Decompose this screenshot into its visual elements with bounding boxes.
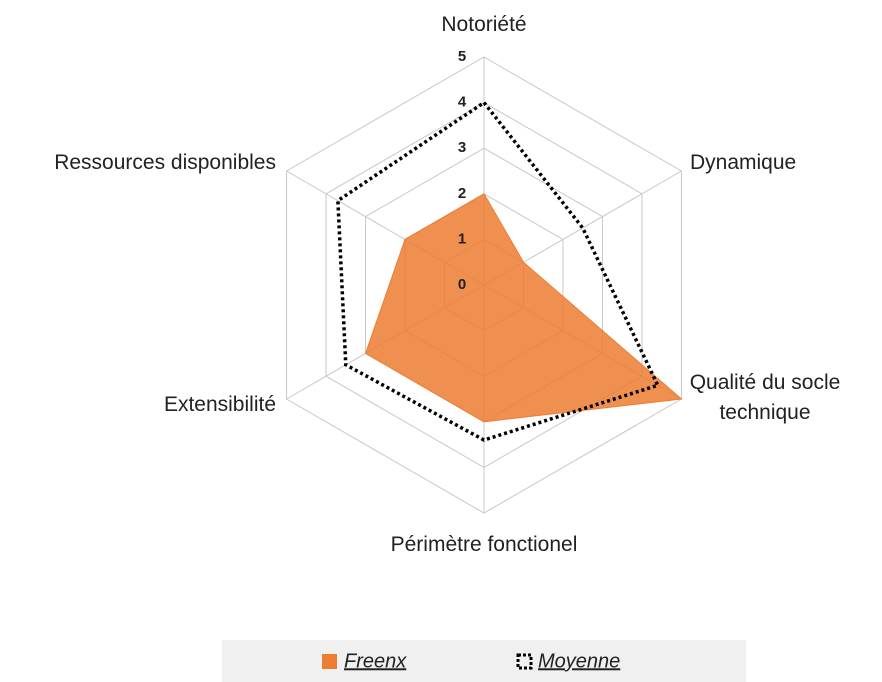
r-tick-label: 1 — [458, 230, 466, 247]
r-tick-label: 5 — [458, 48, 466, 65]
legend-swatch — [322, 654, 337, 669]
series-line — [336, 100, 661, 442]
axis-label: Ressources disponibles — [54, 151, 276, 174]
axis-label: Périmètre fonctionel — [390, 533, 578, 556]
legend-label: Moyenne — [538, 650, 620, 672]
axis-label: Qualité du socle technique — [689, 371, 841, 424]
legend-label: Freenx — [344, 650, 407, 672]
legend-swatch — [516, 653, 533, 670]
axis-label: Notoriété — [441, 13, 527, 36]
r-tick-label: 0 — [458, 276, 466, 293]
axis-label: Dynamique — [690, 151, 797, 174]
axis-label: Extensibilité — [163, 393, 276, 416]
legend-box — [222, 640, 746, 682]
series-area — [364, 193, 683, 423]
r-tick-label: 4 — [458, 94, 467, 111]
r-tick-label: 2 — [458, 185, 466, 202]
r-tick-label: 3 — [458, 139, 466, 156]
